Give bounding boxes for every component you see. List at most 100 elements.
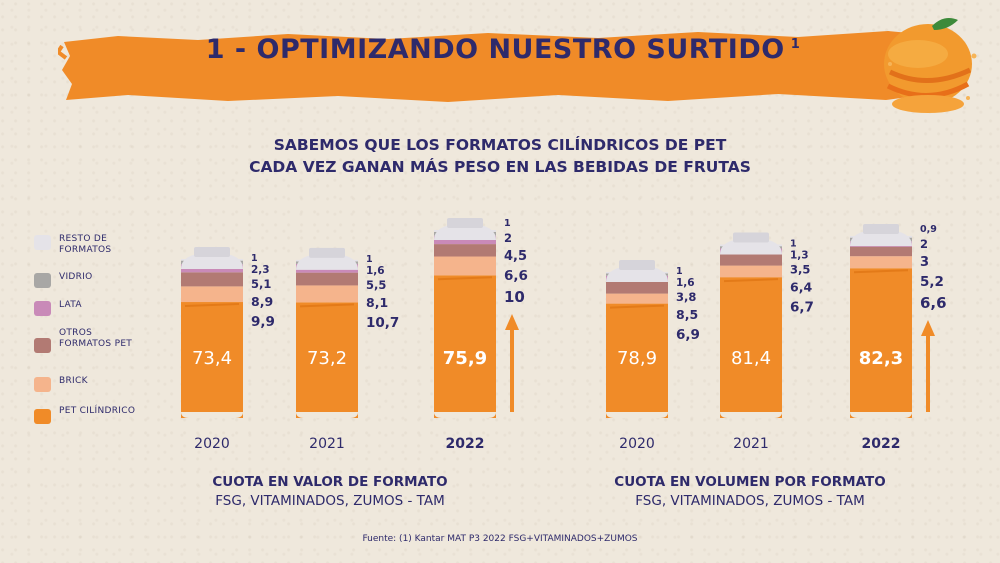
pet-value-label: 73,4 — [192, 348, 232, 369]
bottle-texture — [609, 304, 665, 309]
bottle-texture — [853, 269, 909, 274]
bottle-base-shape — [720, 412, 782, 418]
value-label-resto-de-formatos: 1 — [504, 218, 511, 229]
value-label-vidrio: 2,3 — [251, 264, 270, 276]
x-tick-label: 2022 — [862, 436, 901, 452]
growth-arrow-head — [921, 320, 935, 336]
value-label-brick: 6,7 — [790, 299, 814, 315]
value-label-vidrio: 1,6 — [676, 277, 695, 289]
value-label-brick: 10 — [504, 288, 525, 306]
legend-item-pet-cilindrico: PET CILÍNDRICO — [34, 406, 139, 424]
segment-pet-cilíndrico — [296, 302, 358, 418]
pet-value-label: 73,2 — [307, 348, 347, 369]
value-label-otros-formatos-pet: 8,1 — [366, 295, 388, 310]
segment-brick — [181, 286, 243, 303]
pet-value-label: 82,3 — [859, 348, 903, 369]
legend-label: BRICK — [59, 376, 88, 386]
legend-label: OTROS FORMATOS PET — [59, 328, 133, 349]
x-tick-label: 2021 — [309, 436, 345, 452]
chart-caption-valor: CUOTA EN VALOR DE FORMATO FSG, VITAMINAD… — [160, 474, 500, 509]
segment-brick — [850, 256, 912, 269]
segment-otros-formatos-pet — [850, 246, 912, 257]
value-label-brick: 10,7 — [366, 315, 399, 331]
value-label-lata: 5,1 — [251, 277, 271, 291]
value-label-otros-formatos-pet: 6,6 — [504, 268, 528, 284]
x-tick-label: 2020 — [194, 436, 230, 452]
pet-value-label: 81,4 — [731, 348, 771, 369]
segment-brick — [606, 293, 668, 304]
pet-value-label: 75,9 — [443, 348, 487, 369]
value-label-lata: 3 — [920, 255, 929, 270]
bottle-shoulder — [850, 232, 912, 246]
bottle-shoulder — [181, 255, 243, 270]
value-label-brick: 6,6 — [920, 294, 947, 312]
value-label-vidrio: 2 — [920, 237, 928, 251]
bottle-base-shape — [296, 412, 358, 418]
segment-pet-cilíndrico — [606, 303, 668, 418]
legend-swatch — [34, 409, 51, 424]
page-title: 1 - OPTIMIZANDO NUESTRO SURTIDO 1 — [205, 34, 801, 65]
value-label-lata: 3,5 — [790, 262, 810, 276]
segment-brick — [296, 285, 358, 303]
chart-caption-volumen: CUOTA EN VOLUMEN POR FORMATO FSG, VITAMI… — [580, 474, 920, 509]
legend-item-vidrio: VIDRIO — [34, 272, 139, 288]
subtitle: SABEMOS QUE LOS FORMATOS CILÍNDRICOS DE … — [0, 134, 1000, 178]
subtitle-line-2: CADA VEZ GANAN MÁS PESO EN LAS BEBIDAS D… — [249, 158, 751, 176]
bottle-cap — [309, 247, 345, 258]
chart-title: CUOTA EN VOLUMEN POR FORMATO — [614, 474, 886, 490]
value-label-vidrio: 1,6 — [366, 265, 385, 277]
legend-item-lata: LATA — [34, 300, 139, 316]
value-label-lata: 4,5 — [504, 249, 527, 264]
segment-pet-cilíndrico — [850, 268, 912, 418]
value-label-brick: 6,9 — [676, 327, 700, 343]
legend-swatch — [34, 338, 51, 353]
x-tick-label: 2020 — [619, 436, 655, 452]
value-label-otros-formatos-pet: 8,9 — [251, 294, 273, 309]
bottle-base-shape — [606, 412, 668, 418]
segment-pet-cilíndrico — [434, 275, 496, 418]
legend-swatch — [34, 235, 51, 250]
value-label-resto-de-formatos: 1 — [251, 253, 258, 264]
bottle-shoulder — [606, 267, 668, 282]
chart-subtitle: FSG, VITAMINADOS, ZUMOS - TAM — [215, 493, 445, 509]
bottle-base-shape — [434, 412, 496, 418]
value-label-otros-formatos-pet: 6,4 — [790, 279, 812, 294]
bottle-shoulder — [296, 255, 358, 270]
value-label-lata: 3,8 — [676, 290, 696, 304]
value-label-resto-de-formatos: 1 — [790, 238, 797, 249]
chart-subtitle: FSG, VITAMINADOS, ZUMOS - TAM — [635, 493, 865, 509]
chart-title: CUOTA EN VALOR DE FORMATO — [212, 474, 448, 490]
bottle-texture — [299, 303, 355, 308]
value-label-brick: 9,9 — [251, 314, 275, 330]
bottle-texture — [723, 278, 779, 283]
bottle-cap — [194, 247, 230, 258]
value-label-vidrio: 1,3 — [790, 249, 809, 261]
legend-label: RESTO DE FORMATOS — [59, 234, 112, 255]
bottle-shoulder — [434, 226, 496, 240]
segment-brick — [720, 265, 782, 278]
segment-otros-formatos-pet — [296, 272, 358, 286]
segment-pet-cilíndrico — [720, 277, 782, 418]
orange-fruit-icon — [884, 18, 977, 113]
legend-label: VIDRIO — [59, 272, 93, 282]
pet-value-label: 78,9 — [617, 348, 657, 369]
bottle-texture — [437, 276, 493, 281]
value-label-resto-de-formatos: 1 — [676, 266, 683, 277]
segment-pet-cilíndrico — [181, 302, 243, 418]
source-note: Fuente: (1) Kantar MAT P3 2022 FSG+VITAM… — [362, 534, 638, 544]
legend-item-resto: RESTO DE FORMATOS — [34, 234, 139, 255]
segment-otros-formatos-pet — [606, 281, 668, 294]
segment-otros-formatos-pet — [720, 254, 782, 266]
segment-brick — [434, 256, 496, 276]
bottle-cap — [863, 224, 899, 234]
growth-arrow-head — [505, 314, 519, 330]
bottle-cap — [733, 232, 769, 243]
x-tick-label: 2021 — [733, 436, 769, 452]
subtitle-line-1: SABEMOS QUE LOS FORMATOS CILÍNDRICOS DE … — [273, 136, 727, 154]
bottle-shoulder — [720, 240, 782, 255]
value-label-vidrio: 2 — [504, 231, 512, 245]
value-label-otros-formatos-pet: 5,2 — [920, 274, 944, 290]
value-label-otros-formatos-pet: 8,5 — [676, 307, 698, 322]
legend-item-brick: BRICK — [34, 376, 139, 392]
value-label-lata: 5,5 — [366, 278, 386, 292]
